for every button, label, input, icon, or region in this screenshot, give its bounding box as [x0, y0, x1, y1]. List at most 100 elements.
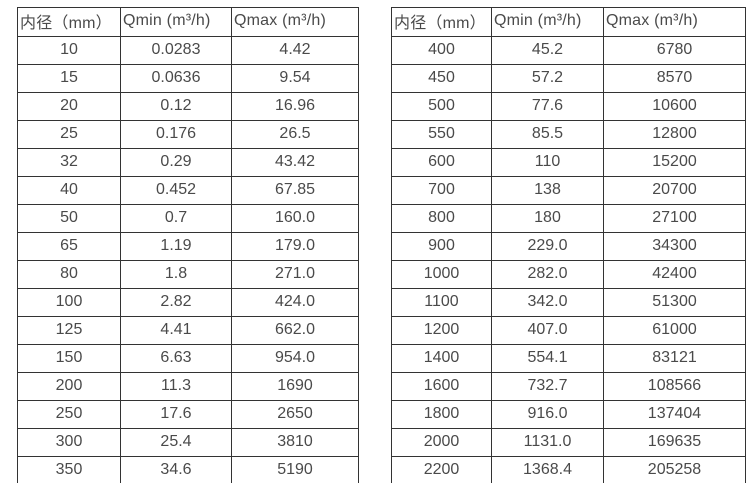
table-cell: 1.19 — [120, 232, 232, 261]
table-row: 2200 1368.4 205258 — [391, 456, 746, 483]
table-cell: 407.0 — [491, 316, 604, 345]
table-cell: 424.0 — [231, 288, 359, 317]
table-cell: 916.0 — [491, 400, 604, 429]
table-cell: 1800 — [391, 400, 492, 429]
table-cell: 9.54 — [231, 64, 359, 93]
table-cell: 700 — [391, 176, 492, 205]
table-row: 80 1.8 271.0 — [17, 260, 359, 289]
table-cell: 11.3 — [120, 372, 232, 401]
table-cell: 6780 — [603, 36, 746, 65]
table-row: 600 110 15200 — [391, 148, 746, 177]
table-row: 900 229.0 34300 — [391, 232, 746, 261]
table-cell: 205258 — [603, 456, 746, 483]
table-row: 50 0.7 160.0 — [17, 204, 359, 233]
table-row: 1600 732.7 108566 — [391, 372, 746, 401]
table-cell: 500 — [391, 92, 492, 121]
table-cell: 2.82 — [120, 288, 232, 317]
table-cell: 45.2 — [491, 36, 604, 65]
table-cell: 229.0 — [491, 232, 604, 261]
table-cell: 1200 — [391, 316, 492, 345]
table-row: 100 2.82 424.0 — [17, 288, 359, 317]
table-row: 1000 282.0 42400 — [391, 260, 746, 289]
table-cell: 1.8 — [120, 260, 232, 289]
table-row: 500 77.6 10600 — [391, 92, 746, 121]
table-cell: 57.2 — [491, 64, 604, 93]
table-cell: 179.0 — [231, 232, 359, 261]
table-row: 65 1.19 179.0 — [17, 232, 359, 261]
column-header: Qmax (m³/h) — [603, 7, 746, 37]
table-cell: 8570 — [603, 64, 746, 93]
table-cell: 25 — [17, 120, 121, 149]
column-header: 内径（mm） — [17, 7, 121, 37]
table-cell: 4.42 — [231, 36, 359, 65]
table-cell: 51300 — [603, 288, 746, 317]
table-cell: 0.0283 — [120, 36, 232, 65]
table-cell: 77.6 — [491, 92, 604, 121]
table-cell: 65 — [17, 232, 121, 261]
table-cell: 137404 — [603, 400, 746, 429]
table-cell: 10600 — [603, 92, 746, 121]
table-cell: 1100 — [391, 288, 492, 317]
table-row: 25 0.176 26.5 — [17, 120, 359, 149]
table-row: 150 6.63 954.0 — [17, 344, 359, 373]
table-row: 1400 554.1 83121 — [391, 344, 746, 373]
table-row: 400 45.2 6780 — [391, 36, 746, 65]
table-cell: 662.0 — [231, 316, 359, 345]
table-row: 250 17.6 2650 — [17, 400, 359, 429]
table-cell: 600 — [391, 148, 492, 177]
table-cell: 3810 — [231, 428, 359, 457]
flow-table-small-diameters: 内径（mm） Qmin (m³/h) Qmax (m³/h) 10 0.0283 4.42… — [17, 7, 359, 483]
table-cell: 150 — [17, 344, 121, 373]
table-row: 125 4.41 662.0 — [17, 316, 359, 345]
table-row: 450 57.2 8570 — [391, 64, 746, 93]
table-cell: 10 — [17, 36, 121, 65]
table-row: 1200 407.0 61000 — [391, 316, 746, 345]
table-cell: 2200 — [391, 456, 492, 483]
table-cell: 450 — [391, 64, 492, 93]
table-cell: 1600 — [391, 372, 492, 401]
table-cell: 250 — [17, 400, 121, 429]
table-cell: 282.0 — [491, 260, 604, 289]
column-header: Qmin (m³/h) — [120, 7, 232, 37]
table-cell: 80 — [17, 260, 121, 289]
table-row: 350 34.6 5190 — [17, 456, 359, 483]
column-header: Qmin (m³/h) — [491, 7, 604, 37]
table-cell: 34300 — [603, 232, 746, 261]
table-row: 300 25.4 3810 — [17, 428, 359, 457]
table-cell: 2000 — [391, 428, 492, 457]
table-row: 1100 342.0 51300 — [391, 288, 746, 317]
table-cell: 12800 — [603, 120, 746, 149]
table-cell: 100 — [17, 288, 121, 317]
table-cell: 125 — [17, 316, 121, 345]
table-cell: 169635 — [603, 428, 746, 457]
table-cell: 5190 — [231, 456, 359, 483]
table-cell: 110 — [491, 148, 604, 177]
table-cell: 42400 — [603, 260, 746, 289]
table-row: 15 0.0636 9.54 — [17, 64, 359, 93]
table-cell: 554.1 — [491, 344, 604, 373]
table-cell: 4.41 — [120, 316, 232, 345]
table-cell: 954.0 — [231, 344, 359, 373]
table-cell: 0.29 — [120, 148, 232, 177]
table-row: 2000 1131.0 169635 — [391, 428, 746, 457]
table-cell: 550 — [391, 120, 492, 149]
table-cell: 43.42 — [231, 148, 359, 177]
table-cell: 800 — [391, 204, 492, 233]
table-cell: 15 — [17, 64, 121, 93]
table-cell: 0.12 — [120, 92, 232, 121]
table-cell: 20 — [17, 92, 121, 121]
table-cell: 0.452 — [120, 176, 232, 205]
table-row: 32 0.29 43.42 — [17, 148, 359, 177]
table-row: 1800 916.0 137404 — [391, 400, 746, 429]
table-cell: 16.96 — [231, 92, 359, 121]
table-cell: 6.63 — [120, 344, 232, 373]
table-row: 20 0.12 16.96 — [17, 92, 359, 121]
table-cell: 15200 — [603, 148, 746, 177]
column-header: 内径（mm） — [391, 7, 492, 37]
header-row: 内径（mm） Qmin (m³/h) Qmax (m³/h) — [391, 7, 746, 37]
table-cell: 271.0 — [231, 260, 359, 289]
table-cell: 1131.0 — [491, 428, 604, 457]
table-cell: 83121 — [603, 344, 746, 373]
